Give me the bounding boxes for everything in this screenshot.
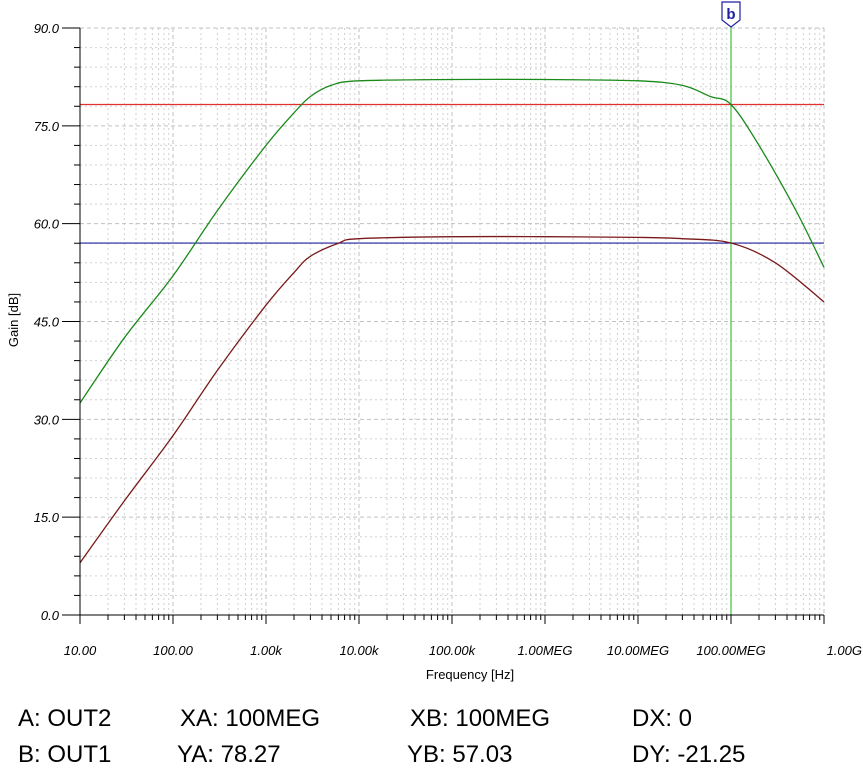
grid (79, 27, 825, 616)
y-tick-label: 45.0 (34, 315, 60, 330)
y-axis-title: Gain [dB] (6, 293, 21, 347)
x-tick-label: 100.00MEG (696, 643, 765, 658)
cursor-b-marker[interactable]: b (721, 1, 741, 28)
x-tick-label: 10.00 (64, 643, 97, 658)
x-axis-title: Frequency [Hz] (426, 667, 514, 682)
readout-xb: XB: 100MEG (410, 705, 551, 732)
marker-label: b (726, 6, 735, 23)
y-tick-label: 60.0 (34, 217, 60, 232)
readout-a-trace: A: OUT2 (18, 705, 112, 732)
y-tick-label: 90.0 (34, 21, 60, 36)
x-tick-label: 100.00k (429, 643, 477, 658)
gain-chart: 10.00 100.00 1.00k 10.00k 100.00k 1.00MEG 10.0… (6, 1, 862, 682)
y-tick-label: 0.0 (41, 608, 60, 623)
readout-xa: XA: 100MEG (180, 705, 321, 732)
y-tick-label: 30.0 (34, 412, 60, 427)
x-tick-label: 100.00 (153, 643, 194, 658)
x-tick-label: 1.00MEG (518, 643, 573, 658)
cursor-lines[interactable] (80, 22, 824, 615)
y-tick-label: 75.0 (34, 119, 60, 134)
readout-yb: YB: 57.03 (407, 741, 513, 768)
x-tick-label: 1.00G (827, 643, 862, 658)
series-line-2 (79, 235, 825, 564)
readout-dy: DY: -21.25 (632, 741, 746, 768)
readout-ya: YA: 78.27 (177, 741, 281, 768)
axes (62, 27, 825, 624)
series-line-1 (79, 78, 825, 404)
readout-dx: DX: 0 (632, 705, 693, 732)
x-tick-label: 10.00k (339, 643, 380, 658)
tick-labels: 10.00 100.00 1.00k 10.00k 100.00k 1.00MEG 10.0… (34, 21, 862, 658)
x-tick-label: 1.00k (250, 643, 283, 658)
y-tick-label: 15.0 (34, 510, 60, 525)
x-tick-label: 10.00MEG (607, 643, 669, 658)
readout-b-trace: B: OUT1 (18, 741, 112, 768)
marker-shape[interactable] (721, 1, 741, 28)
series-layer (79, 78, 825, 564)
